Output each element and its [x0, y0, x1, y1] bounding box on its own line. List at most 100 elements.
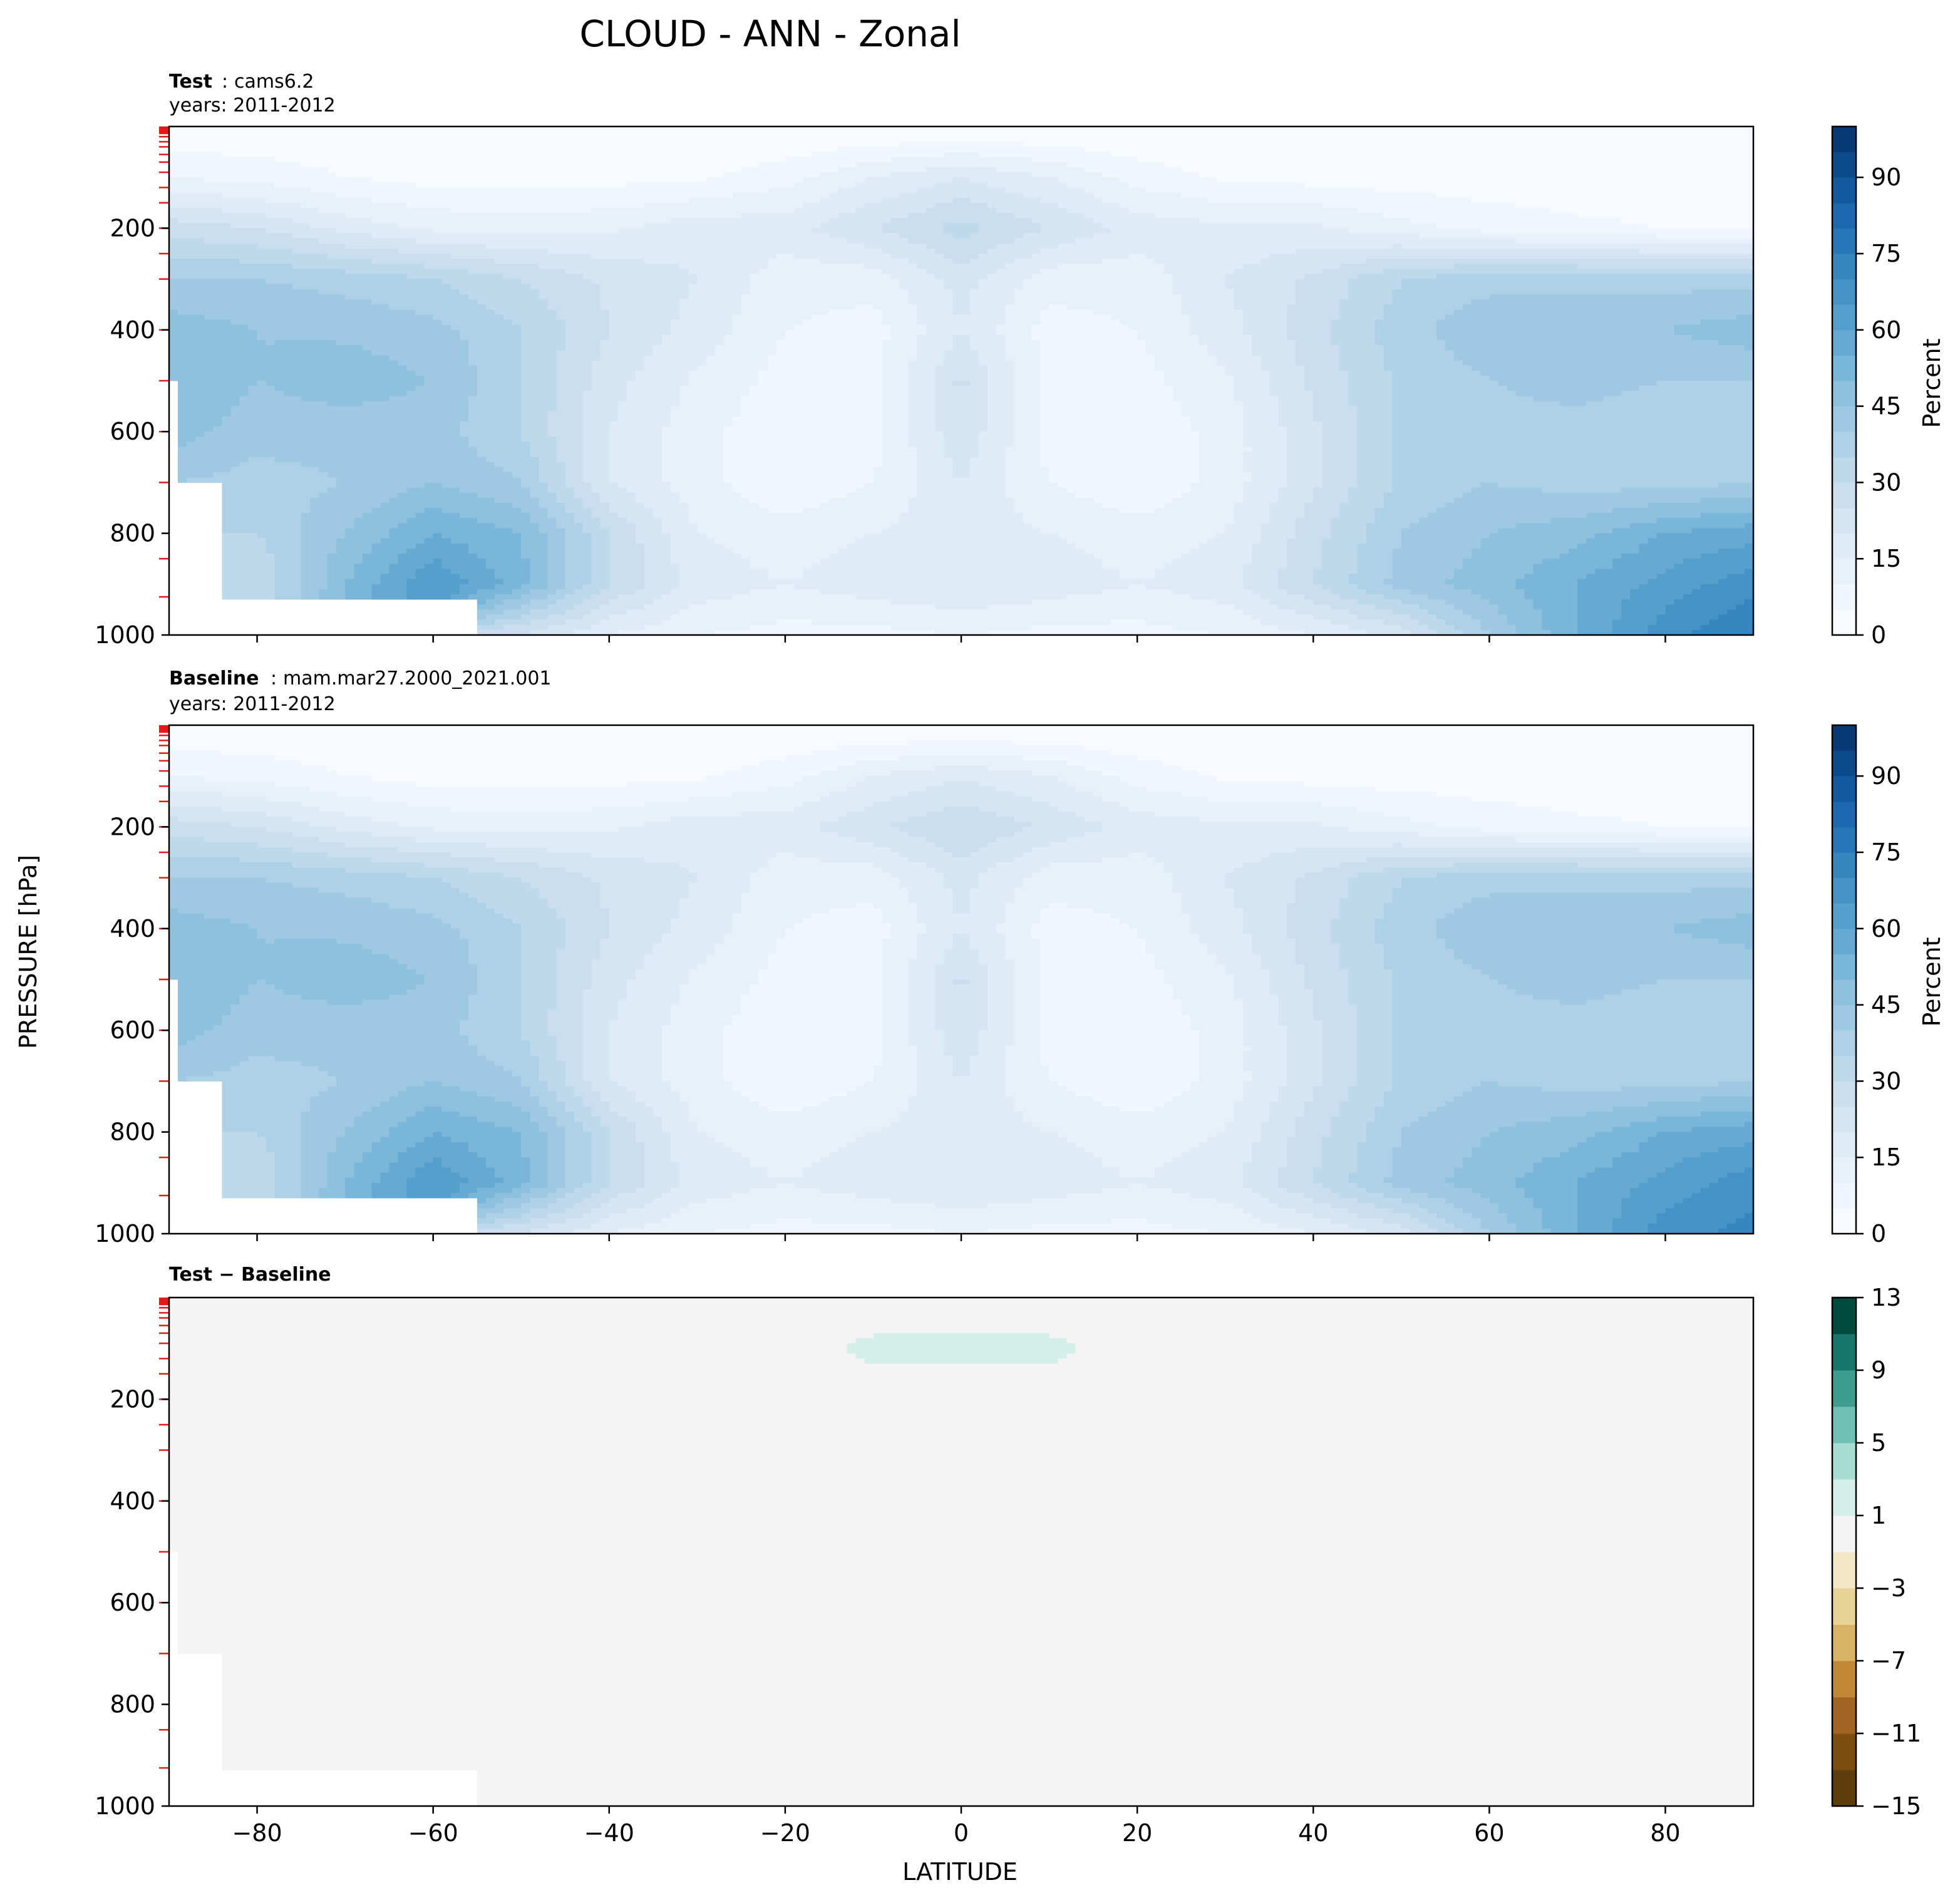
contour-cell [1172, 193, 1182, 199]
contour-cell [1384, 198, 1393, 204]
contour-cell [996, 198, 1006, 204]
contour-cell [1146, 193, 1155, 199]
contour-cell [838, 187, 847, 193]
contour-cell [1375, 137, 1385, 142]
contour-cell [565, 126, 575, 132]
contour-cell [249, 193, 258, 199]
contour-cell [1296, 182, 1305, 188]
contour-cell [442, 126, 451, 132]
contour-cell [873, 172, 882, 178]
contour-cell [1534, 177, 1543, 183]
contour-cell [1093, 187, 1103, 193]
contour-cell [882, 198, 892, 204]
contour-cell [1366, 198, 1376, 204]
contour-cell [1172, 198, 1182, 204]
contour-cell [952, 132, 962, 137]
contour-cell [389, 132, 398, 137]
contour-cell [1516, 142, 1525, 147]
contour-cell [609, 182, 619, 188]
contour-cell [1339, 198, 1349, 204]
contour-cell [829, 142, 838, 147]
contour-cell [1234, 152, 1244, 158]
contour-cell [1304, 167, 1314, 173]
contour-cell [1076, 187, 1085, 193]
contour-cell [1445, 142, 1455, 147]
contour-cell [1128, 137, 1138, 142]
contour-cell [1577, 187, 1587, 193]
contour-cell [1577, 172, 1587, 178]
contour-cell [1648, 182, 1657, 188]
contour-cell [1261, 132, 1270, 137]
contour-cell [169, 162, 178, 168]
contour-cell [759, 167, 768, 173]
contour-cell [495, 182, 504, 188]
contour-cell [284, 177, 293, 183]
contour-cell [1339, 152, 1349, 158]
contour-cell [688, 187, 698, 193]
contour-cell [556, 203, 565, 209]
contour-cell [521, 187, 530, 193]
contour-cell [1208, 198, 1217, 204]
contour-cell [1252, 157, 1261, 163]
contour-cell [935, 152, 944, 158]
contour-cell [1727, 193, 1736, 199]
contour-cell [468, 187, 478, 193]
contour-cell [284, 137, 293, 142]
contour-cell [1445, 172, 1455, 178]
contour-cell [1199, 182, 1209, 188]
contour-cell [1569, 157, 1578, 163]
contour-cell [1612, 167, 1622, 173]
contour-cell [407, 187, 416, 193]
contour-cell [961, 172, 971, 178]
contour-cell [1595, 142, 1604, 147]
contour-cell [1577, 126, 1587, 132]
contour-cell [1480, 147, 1490, 153]
contour-cell [926, 198, 936, 204]
contour-cell [944, 198, 953, 204]
contour-cell [1534, 147, 1543, 153]
contour-cell [1384, 193, 1393, 199]
contour-cell [785, 198, 795, 204]
contour-cell [1498, 182, 1507, 188]
contour-cell [741, 177, 751, 183]
contour-cell [1472, 126, 1481, 132]
contour-cell [838, 142, 847, 147]
contour-cell [1480, 157, 1490, 163]
contour-cell [1111, 126, 1120, 132]
contour-cell [1665, 172, 1674, 178]
contour-cell [1181, 126, 1190, 132]
contour-cell [1445, 132, 1455, 137]
contour-cell [1736, 147, 1745, 153]
contour-cell [714, 132, 724, 137]
contour-cell [952, 177, 962, 183]
contour-cell [178, 162, 187, 168]
contour-cell [944, 126, 953, 132]
contour-cell [935, 193, 944, 199]
contour-cell [609, 137, 619, 142]
contour-cell [1727, 198, 1736, 204]
contour-cell [1172, 137, 1182, 142]
contour-cell [627, 193, 636, 199]
contour-cell [1304, 187, 1314, 193]
contour-cell [1163, 167, 1173, 173]
contour-cell [644, 152, 654, 158]
contour-cell [1507, 132, 1516, 137]
contour-cell [741, 182, 751, 188]
contour-cell [222, 142, 231, 147]
contour-cell [1058, 193, 1068, 199]
contour-cell [917, 203, 927, 209]
contour-cell [328, 162, 337, 168]
contour-cell [178, 142, 187, 147]
contour-cell [1454, 132, 1463, 137]
contour-cell [1163, 152, 1173, 158]
contour-cell [979, 198, 988, 204]
contour-cell [1542, 198, 1552, 204]
contour-cell [1199, 147, 1209, 153]
contour-cell [1428, 198, 1437, 204]
contour-cell [847, 177, 856, 183]
contour-cell [609, 126, 619, 132]
contour-cell [1225, 137, 1235, 142]
contour-cell [565, 167, 575, 173]
contour-cell [979, 126, 988, 132]
contour-cell [1612, 157, 1622, 163]
